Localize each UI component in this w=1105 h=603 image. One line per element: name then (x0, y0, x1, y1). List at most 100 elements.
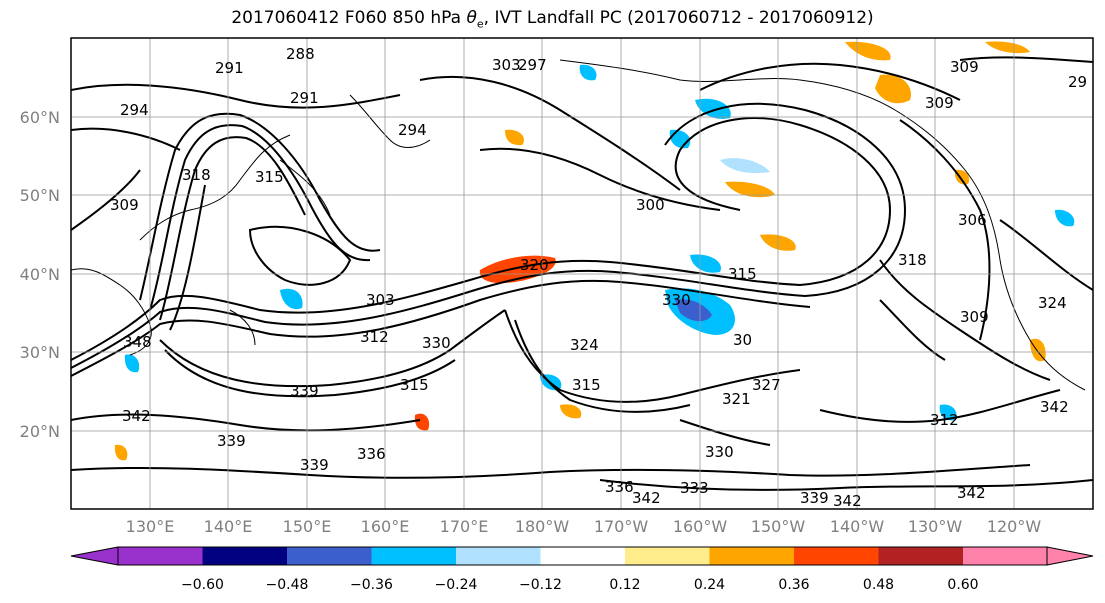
contour-line (71, 117, 892, 361)
contour-line (879, 259, 1051, 381)
anomaly-patch (1030, 338, 1046, 362)
colorbar-segment (625, 547, 710, 565)
contour-label: 321 (722, 390, 751, 408)
contour-line (599, 479, 1093, 491)
lon-tick-label: 170°W (594, 517, 649, 536)
graticule (71, 38, 1093, 509)
contour-label: 309 (960, 308, 989, 326)
colorbar-segment (202, 547, 287, 565)
contour-label: 297 (518, 56, 547, 74)
contour-label: 342 (122, 407, 151, 425)
lon-tick-label: 160°W (673, 517, 728, 536)
coastline (71, 268, 152, 356)
lon-tick-label: 150°W (751, 517, 806, 536)
anomaly-patch (725, 181, 775, 198)
contour-label: 318 (182, 166, 211, 184)
contour-label: 309 (950, 58, 979, 76)
title-text: 2017060412 F060 850 hPa θe, IVT Landfall… (231, 8, 874, 31)
lon-tick-label: 150°E (283, 517, 332, 536)
colorbar-extend-max (1046, 546, 1094, 566)
contour-label: 324 (570, 336, 599, 354)
colorbar-tick-label: 0.12 (609, 577, 640, 593)
contour-label: 342 (632, 489, 661, 507)
contour-label: 315 (572, 376, 601, 394)
contour-line (71, 127, 181, 151)
contour-line (149, 124, 371, 311)
colorbar-segment (118, 547, 203, 565)
anomaly-patch (939, 404, 957, 421)
lon-tick-label: 140°E (204, 517, 253, 536)
colorbar-frame (117, 546, 1048, 566)
contour-line (679, 419, 771, 446)
coastline-layer (71, 59, 1086, 391)
anomaly-patch (114, 444, 128, 461)
colorbar-tick-label: 0.36 (778, 577, 809, 593)
contour-label: 336 (357, 445, 386, 463)
contour-label: 330 (662, 291, 691, 309)
anomaly-patch (675, 299, 712, 322)
lon-tick-label: 170°E (440, 517, 489, 536)
colorbar-extend-min (70, 546, 119, 566)
contour-line (139, 112, 381, 301)
contour-label: 330 (705, 443, 734, 461)
contour-line (879, 299, 946, 361)
colorbar-segment (963, 547, 1047, 565)
colorbar-segment (878, 547, 963, 565)
lat-tick-label: 40°N (20, 265, 60, 284)
contour-label: 291 (215, 59, 244, 77)
contour-label: 333 (680, 479, 709, 497)
contour-label: 294 (398, 121, 427, 139)
contour-line (169, 184, 206, 331)
lon-tick-label: 130°W (908, 517, 963, 536)
colorbar-tick-label: −0.48 (266, 577, 309, 593)
contour-label: 312 (930, 411, 959, 429)
contour-line (71, 464, 1031, 479)
colorbar-segment (287, 547, 372, 565)
contour-line (959, 56, 1093, 63)
colorbar: −0.60 −0.48 −0.36 −0.24 −0.12 0.12 0.24 … (70, 546, 1094, 593)
contour-label: 342 (833, 492, 862, 510)
contour-label: 303 (492, 56, 521, 74)
latitude-axis: 60°N 50°N 40°N 30°N 20°N (20, 108, 60, 441)
colorbar-tick-label: 0.60 (947, 577, 978, 593)
colorbar-tick-label: 0.24 (694, 577, 725, 593)
colorbar-segment (371, 547, 456, 565)
contour-line (159, 136, 306, 321)
anomaly-patch (1055, 209, 1075, 227)
colorbar-tick-label: −0.36 (350, 577, 393, 593)
contour-label: 330 (422, 334, 451, 352)
contour-label: 342 (1040, 398, 1069, 416)
contour-line (164, 349, 456, 398)
coastline (229, 309, 256, 346)
lat-tick-label: 60°N (20, 108, 60, 127)
contour-label: 324 (1038, 294, 1067, 312)
anomaly-patch (875, 74, 911, 104)
contour-label: 309 (925, 94, 954, 112)
contour-line (699, 62, 961, 101)
contour-line (899, 119, 991, 341)
contour-label: 315 (255, 168, 284, 186)
contour-label: 30 (733, 331, 752, 349)
contour-line (999, 219, 1093, 291)
anomaly-patch (505, 129, 525, 146)
coastline (349, 94, 431, 148)
theta-e-contour-layer (71, 56, 1093, 491)
anomaly-patch (845, 41, 891, 61)
coastline (559, 59, 896, 111)
lon-tick-label: 160°E (361, 517, 410, 536)
contour-line (71, 102, 907, 369)
anomaly-fill-layer (114, 41, 1075, 461)
contour-line (71, 413, 421, 432)
map-title: 2017060412 F060 850 hPa θe, IVT Landfall… (0, 8, 1105, 30)
contour-label: 339 (217, 432, 246, 450)
lat-tick-label: 30°N (20, 343, 60, 362)
anomaly-patch (985, 41, 1030, 54)
contour-line (419, 75, 681, 191)
lon-tick-label: 140°W (830, 517, 885, 536)
lat-tick-label: 50°N (20, 186, 60, 205)
contour-label: 320 (520, 256, 549, 274)
contour-label: 306 (958, 211, 987, 229)
contour-label: 318 (898, 251, 927, 269)
contour-label: 336 (605, 478, 634, 496)
contour-label: 294 (120, 101, 149, 119)
